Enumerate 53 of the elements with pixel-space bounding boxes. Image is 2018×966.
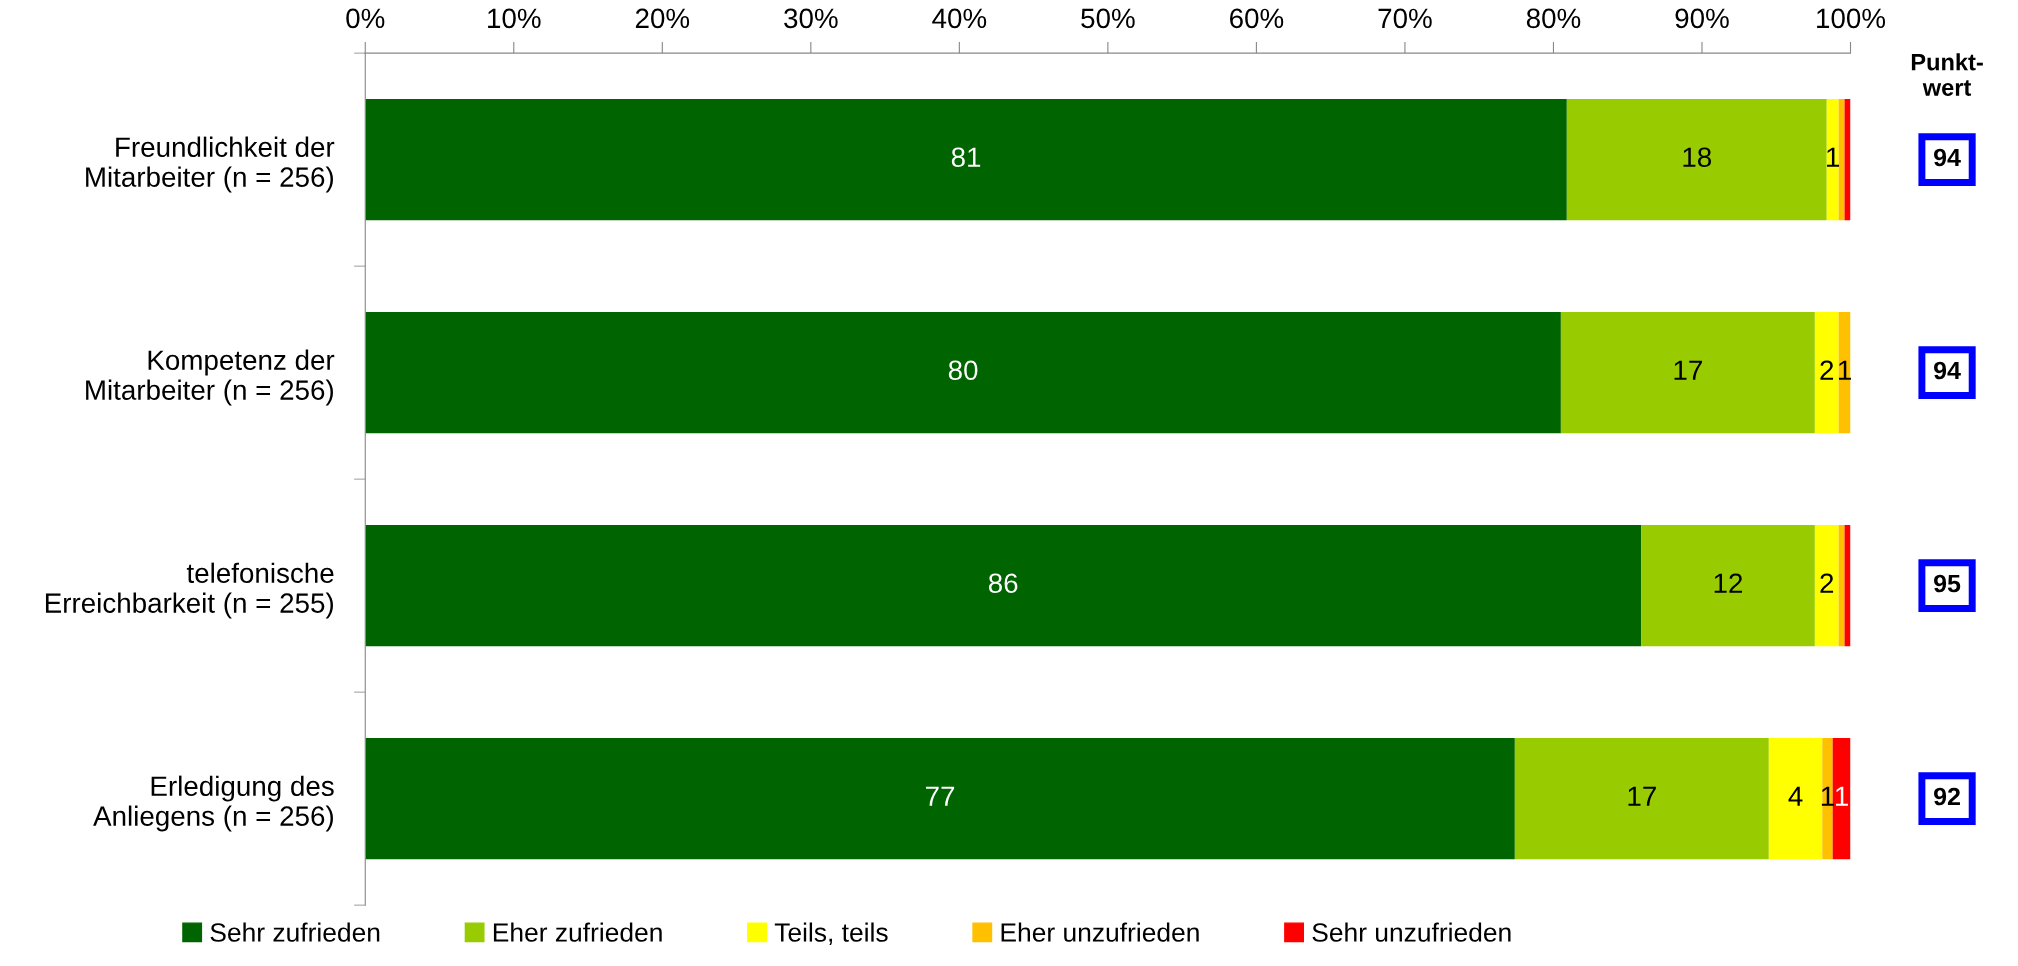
x-tick-label: 50% — [1081, 8, 1135, 29]
x-tick-label: 70% — [1378, 8, 1432, 29]
bar — [365, 737, 1515, 860]
bar — [1838, 98, 1845, 221]
data-label: 17 — [1674, 360, 1702, 380]
legend-label: Eher unzufrieden — [1001, 922, 1199, 942]
bar — [365, 311, 1561, 434]
bar — [1814, 311, 1839, 434]
bar — [1566, 98, 1827, 221]
data-label: 77 — [926, 786, 955, 806]
data-label: 4 — [1788, 786, 1803, 806]
data-label: 86 — [988, 573, 1018, 594]
bar — [365, 524, 1642, 647]
text: 95 — [1934, 574, 1961, 593]
y-tick-label: Erledigung des Anliegens (n = 256) — [93, 775, 334, 832]
x-tick-label: 20% — [635, 8, 690, 29]
text: 94 — [1934, 361, 1961, 380]
x-tick-label: 60% — [1230, 8, 1284, 29]
x-tick-label: 80% — [1526, 8, 1581, 29]
data-label: 1 — [1827, 147, 1840, 167]
y-tick-label: telefonische Erreichbarkeit (n = 255) — [45, 562, 334, 619]
bar — [1814, 524, 1839, 647]
bar — [1832, 737, 1851, 860]
x-tick-label: 0% — [346, 8, 385, 29]
text: Punkt- wert — [1911, 53, 1983, 96]
bar — [365, 98, 1567, 221]
legend-label: Sehr zufrieden — [210, 922, 380, 942]
data-label: 17 — [1628, 786, 1656, 806]
x-tick-label: 100% — [1817, 8, 1886, 29]
bar — [1641, 524, 1815, 647]
data-label: 2 — [1820, 573, 1834, 593]
data-label: 1 — [1835, 786, 1848, 806]
x-tick-label: 30% — [784, 8, 838, 29]
bar — [1838, 524, 1845, 647]
data-label: 12 — [1714, 573, 1743, 593]
x-tick-label: 40% — [932, 8, 987, 29]
text: 92 — [1934, 787, 1960, 806]
bar — [1560, 311, 1815, 434]
bar — [1514, 737, 1769, 860]
data-label: 18 — [1683, 147, 1712, 168]
data-label: 80 — [948, 360, 978, 381]
x-tick-label: 90% — [1675, 8, 1729, 29]
legend-label: Teils, teils — [774, 922, 888, 945]
legend-label: Sehr unzufrieden — [1312, 922, 1511, 942]
text: 94 — [1934, 148, 1961, 167]
y-tick-label: Kompetenz der Mitarbeiter (n = 256) — [86, 349, 335, 406]
bar — [1826, 98, 1839, 221]
data-label: 2 — [1820, 360, 1834, 380]
bar — [1768, 737, 1823, 860]
y-tick-label: Freundlichkeit der Mitarbeiter (n = 256) — [86, 136, 335, 193]
x-tick-label: 10% — [488, 8, 541, 29]
data-label: 81 — [951, 147, 981, 168]
legend-label: Eher zufrieden — [493, 922, 662, 942]
